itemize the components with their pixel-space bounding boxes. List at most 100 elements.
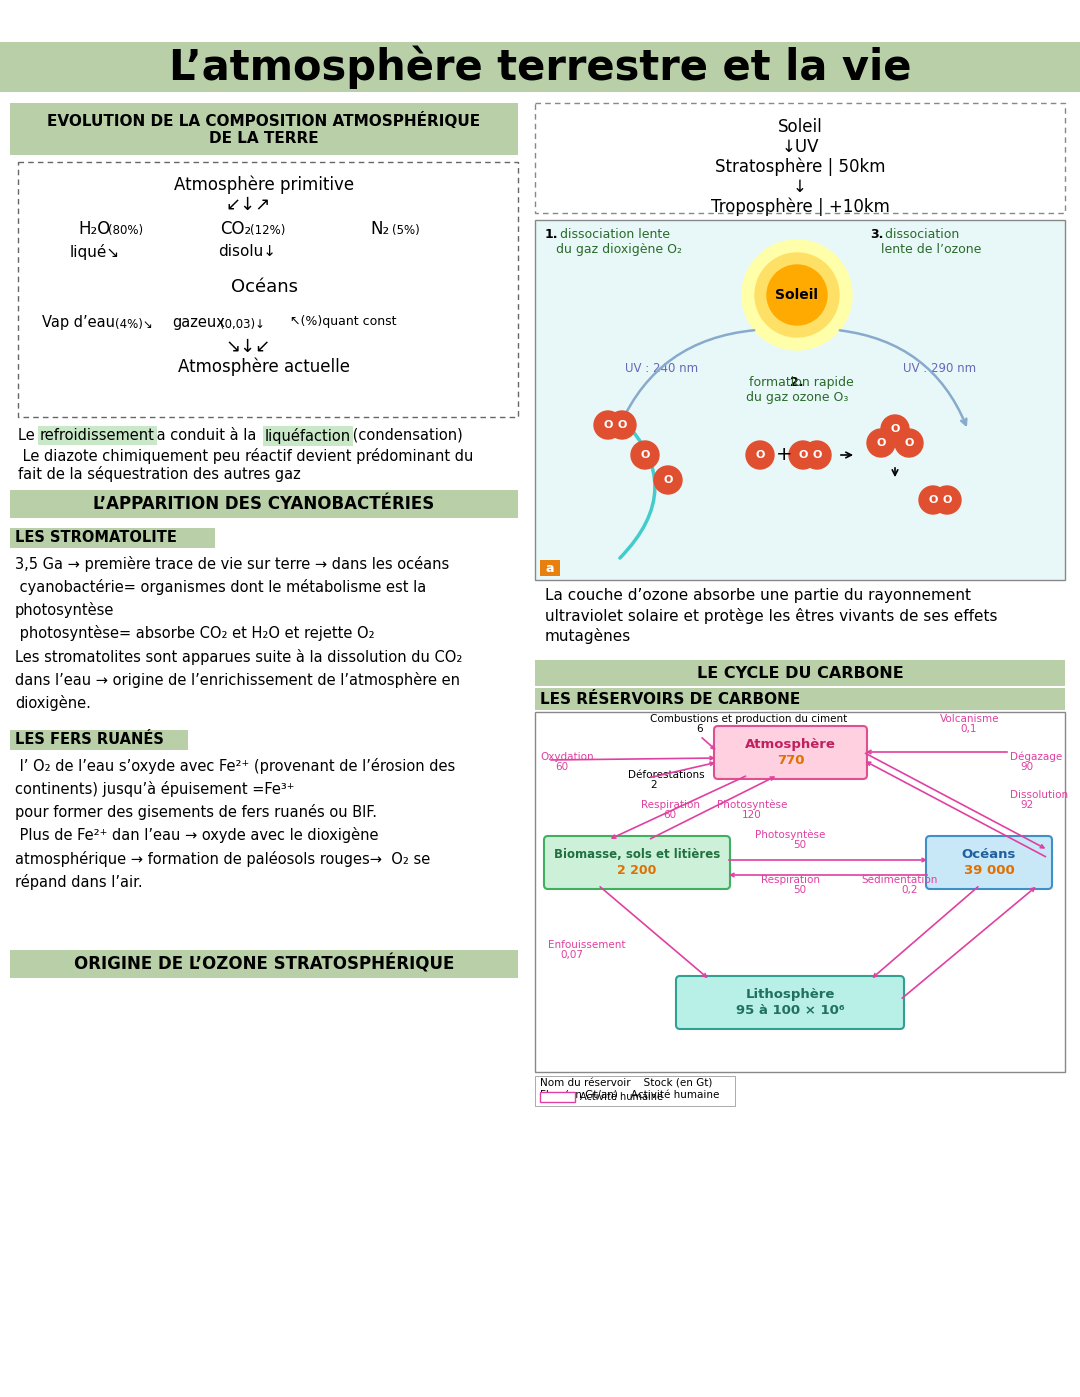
Text: liquéfaction: liquéfaction bbox=[265, 427, 351, 444]
Text: (4%)↘: (4%)↘ bbox=[114, 319, 152, 331]
Circle shape bbox=[755, 253, 839, 337]
Text: Nom du réservoir    Stock (en Gt): Nom du réservoir Stock (en Gt) bbox=[540, 1078, 713, 1090]
Bar bbox=[10, 490, 518, 518]
Text: 3.: 3. bbox=[870, 228, 883, 242]
Text: O: O bbox=[755, 450, 765, 460]
Text: gazeux: gazeux bbox=[172, 314, 225, 330]
Text: Respiration: Respiration bbox=[760, 875, 820, 886]
Text: Dissolution: Dissolution bbox=[1010, 789, 1068, 800]
Text: Atmosphère: Atmosphère bbox=[745, 738, 836, 752]
Circle shape bbox=[804, 441, 831, 469]
Text: O: O bbox=[798, 450, 808, 460]
Text: UV : 290 nm: UV : 290 nm bbox=[904, 362, 976, 374]
Text: Atmosphère actuelle: Atmosphère actuelle bbox=[178, 358, 350, 377]
Bar bbox=[535, 103, 1065, 212]
Bar bbox=[535, 687, 1065, 710]
Text: L’APPARITION DES CYANOBACTÉRIES: L’APPARITION DES CYANOBACTÉRIES bbox=[93, 495, 434, 513]
Text: Volcanisme: Volcanisme bbox=[940, 714, 999, 724]
Text: a conduit à la: a conduit à la bbox=[152, 427, 261, 443]
Text: 6: 6 bbox=[697, 724, 703, 733]
Text: ↓: ↓ bbox=[793, 177, 807, 196]
Bar bbox=[10, 103, 518, 155]
Circle shape bbox=[631, 441, 659, 469]
Text: 2.: 2. bbox=[791, 376, 804, 388]
Bar bbox=[265, 427, 345, 443]
Text: Soleil: Soleil bbox=[775, 288, 819, 302]
Text: 50: 50 bbox=[794, 840, 807, 849]
Bar bbox=[535, 659, 1065, 686]
Text: 95 à 100 × 10⁶: 95 à 100 × 10⁶ bbox=[735, 1004, 845, 1017]
Text: 39 000: 39 000 bbox=[963, 863, 1014, 877]
Circle shape bbox=[594, 411, 622, 439]
Text: (12%): (12%) bbox=[249, 224, 285, 237]
Text: O: O bbox=[640, 450, 650, 460]
Text: Flux (en Gt/an)    Activité humaine: Flux (en Gt/an) Activité humaine bbox=[540, 1091, 719, 1101]
Text: ultraviolet solaire et protège les êtres vivants de ses effets: ultraviolet solaire et protège les êtres… bbox=[545, 608, 998, 624]
Text: Photosyntèse: Photosyntèse bbox=[755, 830, 825, 841]
Text: 0,07: 0,07 bbox=[561, 950, 583, 960]
Text: O: O bbox=[663, 475, 673, 485]
Circle shape bbox=[654, 467, 681, 495]
Text: (condensation): (condensation) bbox=[348, 427, 462, 443]
Text: N₂: N₂ bbox=[370, 219, 389, 237]
Text: O: O bbox=[618, 420, 626, 430]
Text: Stratosphère | 50km: Stratosphère | 50km bbox=[715, 158, 886, 176]
Text: mutagènes: mutagènes bbox=[545, 629, 631, 644]
Text: Dégazage: Dégazage bbox=[1010, 752, 1063, 763]
Text: Photosyntèse: Photosyntèse bbox=[717, 800, 787, 810]
Text: 1.: 1. bbox=[545, 228, 558, 242]
Text: ORIGINE DE L’OZONE STRATOSPHÉRIQUE: ORIGINE DE L’OZONE STRATOSPHÉRIQUE bbox=[73, 954, 455, 974]
Text: +: + bbox=[775, 446, 793, 464]
Text: fait de la séquestration des autres gaz: fait de la séquestration des autres gaz bbox=[18, 467, 300, 482]
Text: 60: 60 bbox=[555, 761, 568, 773]
Text: ↖(%)quant const: ↖(%)quant const bbox=[291, 314, 396, 328]
Bar bbox=[0, 42, 1080, 92]
Text: O: O bbox=[904, 439, 914, 448]
Bar bbox=[540, 560, 561, 576]
Text: LES FERS RUANÉS: LES FERS RUANÉS bbox=[15, 732, 164, 747]
Bar bbox=[540, 1092, 575, 1102]
Text: L’atmosphère terrestre et la vie: L’atmosphère terrestre et la vie bbox=[168, 45, 912, 89]
Text: liqué↘: liqué↘ bbox=[70, 244, 120, 260]
Text: O: O bbox=[890, 425, 900, 434]
Text: Le: Le bbox=[18, 427, 39, 443]
Text: Déforestations: Déforestations bbox=[627, 770, 704, 780]
Text: O: O bbox=[812, 450, 822, 460]
Text: (0,03)↓: (0,03)↓ bbox=[220, 319, 265, 331]
Text: Lithosphère: Lithosphère bbox=[745, 988, 835, 1002]
Bar bbox=[40, 427, 148, 443]
Text: La couche d’ozone absorbe une partie du rayonnement: La couche d’ozone absorbe une partie du … bbox=[545, 588, 971, 604]
Text: 50: 50 bbox=[794, 886, 807, 895]
Text: EVOLUTION DE LA COMPOSITION ATMOSPHÉRIQUE
DE LA TERRE: EVOLUTION DE LA COMPOSITION ATMOSPHÉRIQU… bbox=[48, 112, 481, 147]
Text: disolu↓: disolu↓ bbox=[218, 244, 276, 258]
Text: Oxydation: Oxydation bbox=[540, 752, 594, 761]
Text: 0,2: 0,2 bbox=[902, 886, 918, 895]
Bar bbox=[10, 528, 215, 548]
Text: H₂O: H₂O bbox=[78, 219, 110, 237]
Text: 92: 92 bbox=[1020, 800, 1034, 810]
Text: LE CYCLE DU CARBONE: LE CYCLE DU CARBONE bbox=[697, 665, 903, 680]
FancyBboxPatch shape bbox=[544, 835, 730, 888]
Text: LES STROMATOLITE: LES STROMATOLITE bbox=[15, 531, 177, 545]
Circle shape bbox=[767, 265, 827, 326]
Text: Atmosphère primitive: Atmosphère primitive bbox=[174, 175, 354, 194]
Text: ↓UV: ↓UV bbox=[781, 138, 819, 156]
Text: 3,5 Ga → première trace de vie sur terre → dans les océans
 cyanobactérie= organ: 3,5 Ga → première trace de vie sur terre… bbox=[15, 556, 462, 711]
Circle shape bbox=[895, 429, 923, 457]
Circle shape bbox=[867, 429, 895, 457]
Text: (80%): (80%) bbox=[108, 224, 144, 237]
FancyBboxPatch shape bbox=[926, 835, 1052, 888]
Text: O: O bbox=[929, 495, 937, 504]
Text: (5%): (5%) bbox=[392, 224, 420, 237]
Text: refroidissement: refroidissement bbox=[40, 427, 154, 443]
Circle shape bbox=[608, 411, 636, 439]
Text: formation rapide
du gaz ozone O₃: formation rapide du gaz ozone O₃ bbox=[741, 376, 853, 404]
Circle shape bbox=[881, 415, 909, 443]
Text: 2: 2 bbox=[650, 780, 657, 789]
Text: Vap d’eau: Vap d’eau bbox=[42, 314, 114, 330]
Text: Troposphère | +10km: Troposphère | +10km bbox=[711, 198, 890, 217]
Text: 2 200: 2 200 bbox=[618, 863, 657, 877]
Text: l’ O₂ de l’eau s’oxyde avec Fe²⁺ (provenant de l’érosion des
continents) jusqu’à: l’ O₂ de l’eau s’oxyde avec Fe²⁺ (proven… bbox=[15, 759, 456, 890]
Text: dissociation
lente de l’ozone: dissociation lente de l’ozone bbox=[881, 228, 982, 256]
Text: Océans: Océans bbox=[962, 848, 1016, 861]
